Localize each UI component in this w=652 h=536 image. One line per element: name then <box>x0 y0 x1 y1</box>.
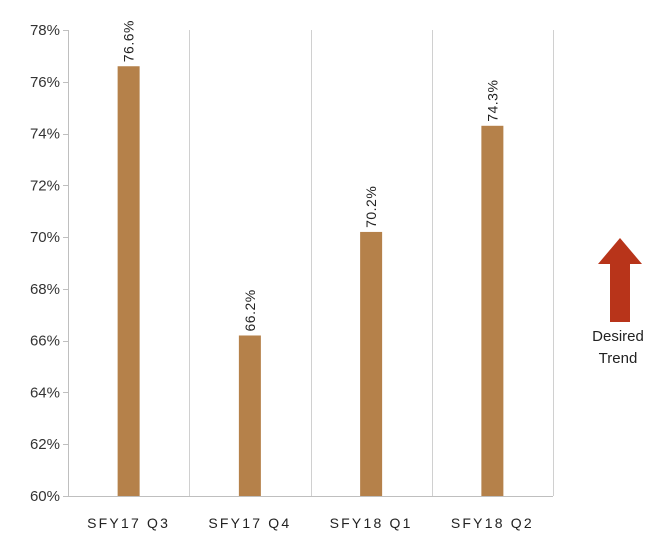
desired-trend-line1: Desired <box>592 328 644 345</box>
x-tick-label: SFY17 Q4 <box>208 515 291 531</box>
x-axis-ticks: SFY17 Q3 SFY17 Q4 SFY18 Q1 SFY18 Q2 <box>87 515 534 531</box>
bar <box>117 66 140 496</box>
x-tick-label: SFY18 Q1 <box>330 515 413 531</box>
y-tick-label: 74% <box>30 126 60 143</box>
y-tick-label: 64% <box>30 384 60 401</box>
desired-trend-label: Desired Trend <box>578 326 652 370</box>
y-tick-label: 72% <box>30 177 60 194</box>
y-tick-label: 60% <box>30 488 60 505</box>
y-tick-label: 70% <box>30 229 60 246</box>
chart-bars <box>117 66 504 497</box>
y-tick-label: 66% <box>30 333 60 350</box>
data-labels: 76.6% 66.2% 70.2% 74.3% <box>121 20 501 331</box>
y-tick-label: 76% <box>30 74 60 91</box>
x-tick-label: SFY17 Q3 <box>87 515 170 531</box>
desired-trend-line2: Trend <box>598 350 638 367</box>
data-label: 76.6% <box>121 20 137 62</box>
bar <box>360 231 383 496</box>
x-tick-label: SFY18 Q2 <box>451 515 534 531</box>
bar <box>481 125 504 497</box>
data-label: 70.2% <box>363 186 379 228</box>
data-label: 74.3% <box>484 80 500 122</box>
up-arrow-icon <box>598 238 642 322</box>
bar <box>238 335 261 496</box>
data-label: 66.2% <box>242 289 258 331</box>
y-tick-label: 62% <box>30 436 60 453</box>
y-axis-ticks: 60% 62% 64% 66% 68% 70% 72% 74% 76% 78% <box>30 22 60 505</box>
chart-grid <box>63 30 554 497</box>
y-tick-label: 68% <box>30 281 60 298</box>
y-tick-label: 78% <box>30 22 60 39</box>
